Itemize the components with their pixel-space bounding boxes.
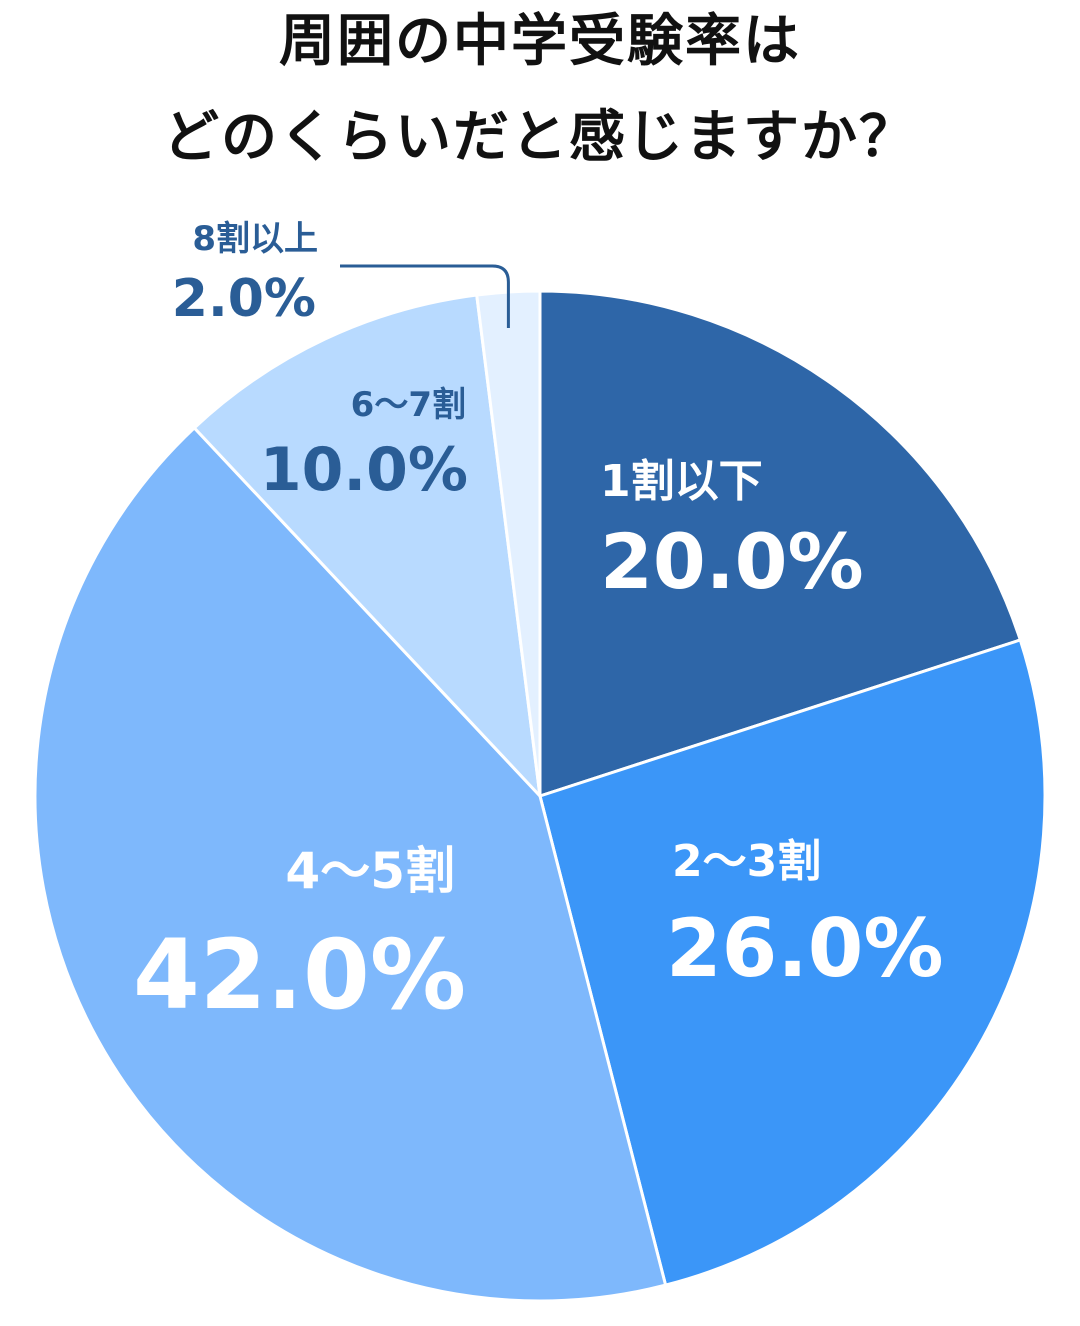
chart-title-line-1: 周囲の中学受験率は (279, 9, 801, 74)
pie-callouts (340, 264, 510, 328)
slice-label-2: 2～3割 (672, 836, 821, 887)
slice-label-3: 4～5割 (285, 842, 455, 900)
chart-title-line-2: どのくらいだと感じますか？ (163, 105, 917, 170)
slice-label-5: 8割以上 (192, 219, 318, 259)
slice-label-1: 1割以下 (600, 456, 763, 507)
pie-labels: 1割以下 20.0% 2～3割 26.0% 4～5割 42.0% 6～7割 10.0% 8割以上… (133, 219, 944, 1031)
slice-value-1: 20.0% (600, 517, 864, 606)
pie-slice-2 (538, 638, 1047, 1287)
pie-slices (33, 289, 1047, 1303)
slice-value-3: 42.0% (133, 919, 466, 1031)
pie-slice-4 (192, 293, 542, 798)
callout-line (340, 264, 510, 328)
pie-slice-3 (33, 426, 668, 1303)
slice-label-4: 6～7割 (351, 385, 466, 425)
pie-slice-1 (538, 289, 1022, 798)
slice-value-4: 10.0% (260, 435, 468, 505)
slice-value-5: 2.0% (172, 269, 316, 329)
slice-value-2: 26.0% (666, 902, 944, 995)
